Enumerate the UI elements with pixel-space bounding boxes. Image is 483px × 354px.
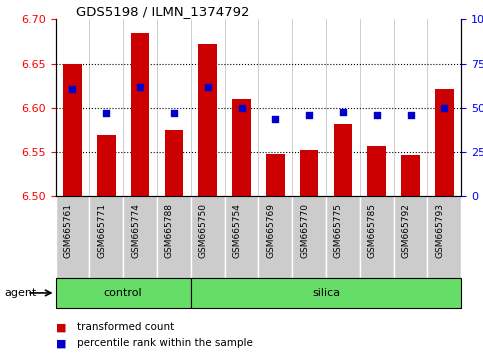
Bar	[165, 130, 183, 196]
Point	[102, 110, 110, 116]
Text: percentile rank within the sample: percentile rank within the sample	[77, 338, 253, 348]
Text: GSM665770: GSM665770	[300, 203, 309, 258]
Bar	[56, 278, 191, 308]
Bar	[427, 196, 461, 278]
Bar	[199, 44, 217, 196]
Bar	[326, 196, 360, 278]
Bar	[292, 196, 326, 278]
Text: GSM665771: GSM665771	[97, 203, 106, 258]
Text: GSM665775: GSM665775	[334, 203, 343, 258]
Bar	[266, 154, 284, 196]
Text: GSM665769: GSM665769	[266, 203, 275, 258]
Bar	[258, 196, 292, 278]
Point	[339, 109, 347, 114]
Bar	[368, 146, 386, 196]
Text: silica: silica	[312, 288, 340, 298]
Bar	[89, 196, 123, 278]
Bar	[232, 99, 251, 196]
Text: GSM665788: GSM665788	[165, 203, 174, 258]
Bar	[225, 196, 258, 278]
Text: ■: ■	[56, 322, 66, 332]
Point	[136, 84, 144, 90]
Bar	[131, 33, 149, 196]
Text: agent: agent	[5, 288, 37, 298]
Bar	[334, 124, 352, 196]
Point	[170, 110, 178, 116]
Bar	[191, 196, 225, 278]
Point	[238, 105, 245, 111]
Bar	[56, 196, 89, 278]
Bar	[97, 135, 115, 196]
Bar	[191, 278, 461, 308]
Bar	[157, 196, 191, 278]
Text: GSM665750: GSM665750	[199, 203, 208, 258]
Bar	[394, 196, 427, 278]
Point	[407, 112, 414, 118]
Text: GSM665792: GSM665792	[401, 203, 411, 258]
Point	[305, 112, 313, 118]
Bar	[123, 196, 157, 278]
Text: control: control	[104, 288, 142, 298]
Bar	[435, 88, 454, 196]
Text: ■: ■	[56, 338, 66, 348]
Text: GDS5198 / ILMN_1374792: GDS5198 / ILMN_1374792	[76, 5, 249, 18]
Point	[271, 116, 279, 121]
Text: GSM665793: GSM665793	[435, 203, 444, 258]
Point	[440, 105, 448, 111]
Point	[204, 84, 212, 90]
Bar	[401, 155, 420, 196]
Point	[373, 112, 381, 118]
Bar	[360, 196, 394, 278]
Text: GSM665774: GSM665774	[131, 203, 140, 258]
Text: GSM665785: GSM665785	[368, 203, 377, 258]
Text: GSM665761: GSM665761	[63, 203, 72, 258]
Text: transformed count: transformed count	[77, 322, 174, 332]
Text: GSM665754: GSM665754	[232, 203, 242, 258]
Point	[69, 86, 76, 91]
Bar	[63, 64, 82, 196]
Bar	[300, 150, 318, 196]
